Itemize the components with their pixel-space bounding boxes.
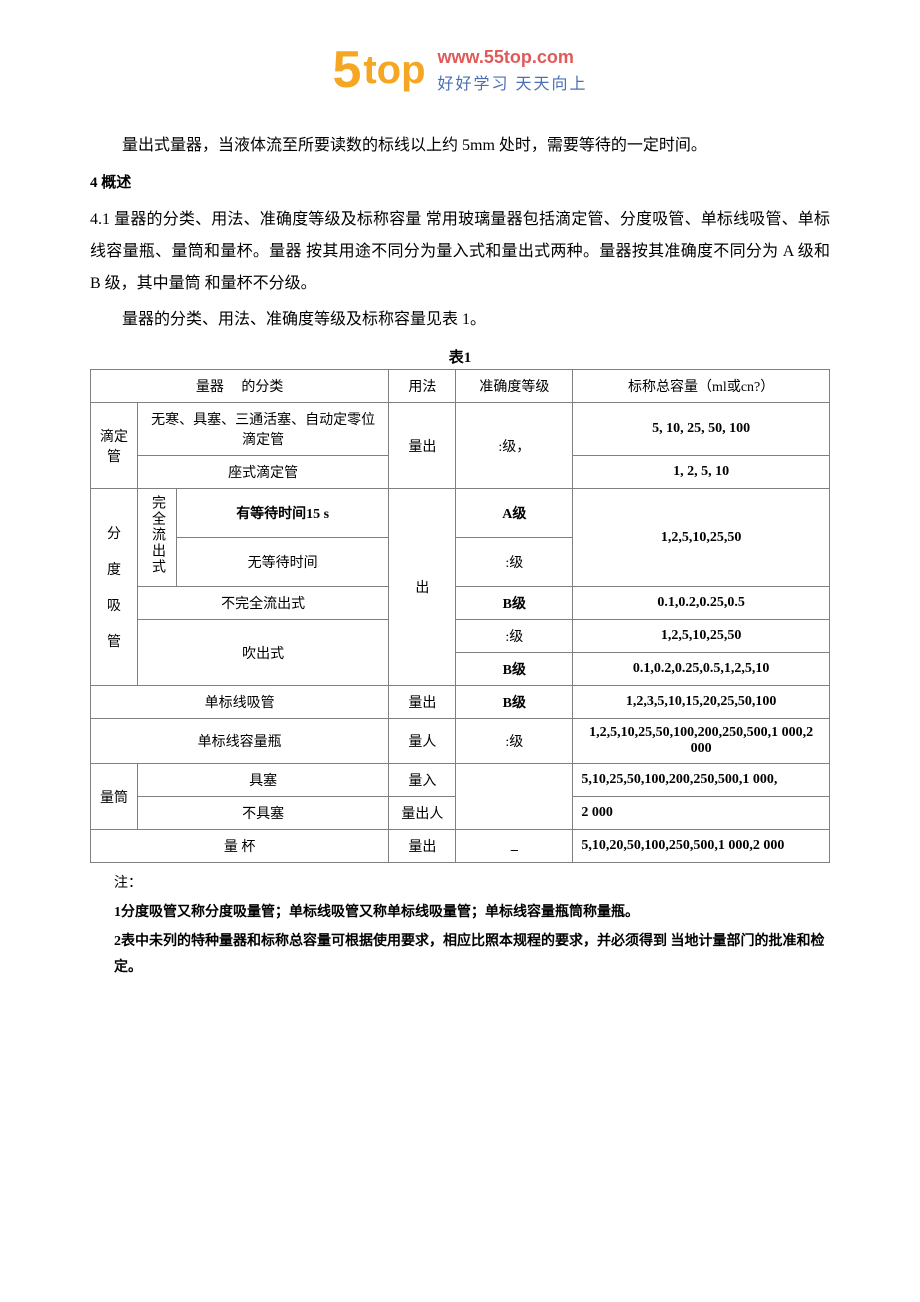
table-caption: 表1 <box>90 346 830 367</box>
cell-grade-8: :级 <box>456 719 573 764</box>
cell-cap-2: 1, 2, 5, 10 <box>573 456 830 489</box>
cell-stoppered: 具塞 <box>138 764 389 797</box>
table-notes: 注： 1分度吸管又称分度吸量管；单标线吸管又称单标线吸量管；单标线容量瓶筒称量瓶… <box>114 871 830 980</box>
paragraph-3: 量器的分类、用法、准确度等级及标称容量见表 1。 <box>90 304 830 336</box>
logo-right-block: www.55top.com 好好学习 天天向上 <box>438 47 588 94</box>
cell-cap-9a: 5,10,25,50,100,200,250,500,1 000, <box>573 764 830 797</box>
cell-grade-9 <box>456 764 573 830</box>
cell-burette: 滴定管 <box>91 403 138 489</box>
table-row: 单标线吸管 量出 B级 1,2,3,5,10,15,20,25,50,100 <box>91 686 830 719</box>
classification-table: 量器 的分类 用法 准确度等级 标称总容量（ml或cn?） 滴定管 无寒、具塞、… <box>90 369 830 863</box>
cell-cap-3: 1,2,5,10,25,50 <box>573 489 830 587</box>
document-page: 5 top www.55top.com 好好学习 天天向上 量出式量器，当液体流… <box>0 0 920 1044</box>
table-row: 吹出式 :级 1,2,5,10,25,50 <box>91 620 830 653</box>
cell-cap-5: 0.1,0.2,0.25,0.5 <box>573 587 830 620</box>
heading-4: 4 概述 <box>90 168 830 198</box>
cell-fendu-4: 管 <box>99 631 129 651</box>
cell-grade-1: :级， <box>456 403 573 489</box>
cell-usage-out1: 量出 <box>389 403 456 489</box>
cell-burette-type2: 座式滴定管 <box>138 456 389 489</box>
cell-partial: 不完全流出式 <box>138 587 389 620</box>
logo-header: 5 top www.55top.com 好好学习 天天向上 <box>90 40 830 100</box>
cell-single-pipette: 单标线吸管 <box>91 686 389 719</box>
hdr-classify-1: 量器 <box>196 380 224 395</box>
cell-nowait: 无等待时间 <box>177 538 389 587</box>
logo-top-text: top <box>363 48 425 93</box>
table-row: 滴定管 无寒、具塞、三通活塞、自动定零位滴定管 量出 :级， 5, 10, 25… <box>91 403 830 456</box>
cell-grade-7: B级 <box>456 686 573 719</box>
cell-fendu-3: 吸 <box>99 595 129 615</box>
cell-fendu: 分 度 吸 管 <box>91 489 138 686</box>
cell-cup: 量 杯 <box>91 830 389 863</box>
cell-vol-flask: 单标线容量瓶 <box>91 719 389 764</box>
table-row: 分 度 吸 管 完全流出式 有等待时间15 s 出 A级 1,2,5,10,25… <box>91 489 830 538</box>
cell-unstoppered: 不具塞 <box>138 797 389 830</box>
hdr-usage: 用法 <box>389 370 456 403</box>
cell-blowout: 吹出式 <box>138 620 389 686</box>
cell-usage-9b: 量出人 <box>389 797 456 830</box>
cell-cap-6a: 1,2,5,10,25,50 <box>573 620 830 653</box>
paragraph-2: 4.1 量器的分类、用法、准确度等级及标称容量 常用玻璃量器包括滴定管、分度吸管… <box>90 204 830 300</box>
cell-fullflow-text: 完全流出式 <box>147 495 167 575</box>
cell-grade-6b: B级 <box>456 653 573 686</box>
cell-usage-8: 量人 <box>389 719 456 764</box>
cell-usage-10: 量出 <box>389 830 456 863</box>
cell-usage-out2: 出 <box>389 489 456 686</box>
table-header-row: 量器 的分类 用法 准确度等级 标称总容量（ml或cn?） <box>91 370 830 403</box>
cell-grade-a: A级 <box>456 489 573 538</box>
cell-fendu-1: 分 <box>99 523 129 543</box>
cell-cap-10: 5,10,20,50,100,250,500,1 000,2 000 <box>573 830 830 863</box>
logo-slogan-text: 好好学习 天天向上 <box>438 70 588 94</box>
cell-usage-7: 量出 <box>389 686 456 719</box>
cell-wait15s: 有等待时间15 s <box>177 489 389 538</box>
table-row: 量筒 具塞 量入 5,10,25,50,100,200,250,500,1 00… <box>91 764 830 797</box>
cell-usage-9a: 量入 <box>389 764 456 797</box>
hdr-classify-2: 的分类 <box>241 380 283 395</box>
note-1: 1分度吸管又称分度吸量管；单标线吸管又称单标线吸量管；单标线容量瓶筒称量瓶。 <box>114 900 830 925</box>
cell-cap-1: 5, 10, 25, 50, 100 <box>573 403 830 456</box>
cell-fendu-2: 度 <box>99 559 129 579</box>
hdr-grade: 准确度等级 <box>456 370 573 403</box>
cell-grade-6a: :级 <box>456 620 573 653</box>
cell-grade-b1: B级 <box>456 587 573 620</box>
cell-cap-6b: 0.1,0.2,0.25,0.5,1,2,5,10 <box>573 653 830 686</box>
cell-cap-7: 1,2,3,5,10,15,20,25,50,100 <box>573 686 830 719</box>
table-row: 量 杯 量出 _ 5,10,20,50,100,250,500,1 000,2 … <box>91 830 830 863</box>
cell-cylinder: 量筒 <box>91 764 138 830</box>
note-2: 2表中未列的特种量器和标称总容量可根据使用要求，相应比照本规程的要求，并必须得到… <box>114 929 830 979</box>
hdr-classify: 量器 的分类 <box>91 370 389 403</box>
cell-burette-type1: 无寒、具塞、三通活塞、自动定零位滴定管 <box>138 403 389 456</box>
logo-five-icon: 5 <box>332 40 361 100</box>
cell-fullflow: 完全流出式 <box>138 489 177 587</box>
cell-grade-4: :级 <box>456 538 573 587</box>
table-row: 不完全流出式 B级 0.1,0.2,0.25,0.5 <box>91 587 830 620</box>
logo-url-text: www.55top.com <box>438 47 588 68</box>
cell-cap-9b: 2 000 <box>573 797 830 830</box>
table-row: 单标线容量瓶 量人 :级 1,2,5,10,25,50,100,200,250,… <box>91 719 830 764</box>
notes-title: 注： <box>114 871 830 896</box>
cell-cap-8: 1,2,5,10,25,50,100,200,250,500,1 000,2 0… <box>573 719 830 764</box>
paragraph-1: 量出式量器，当液体流至所要读数的标线以上约 5mm 处时，需要等待的一定时间。 <box>90 130 830 162</box>
cell-grade-10: _ <box>456 830 573 863</box>
hdr-capacity: 标称总容量（ml或cn?） <box>573 370 830 403</box>
logo-composite: 5 top www.55top.com 好好学习 天天向上 <box>332 40 587 100</box>
